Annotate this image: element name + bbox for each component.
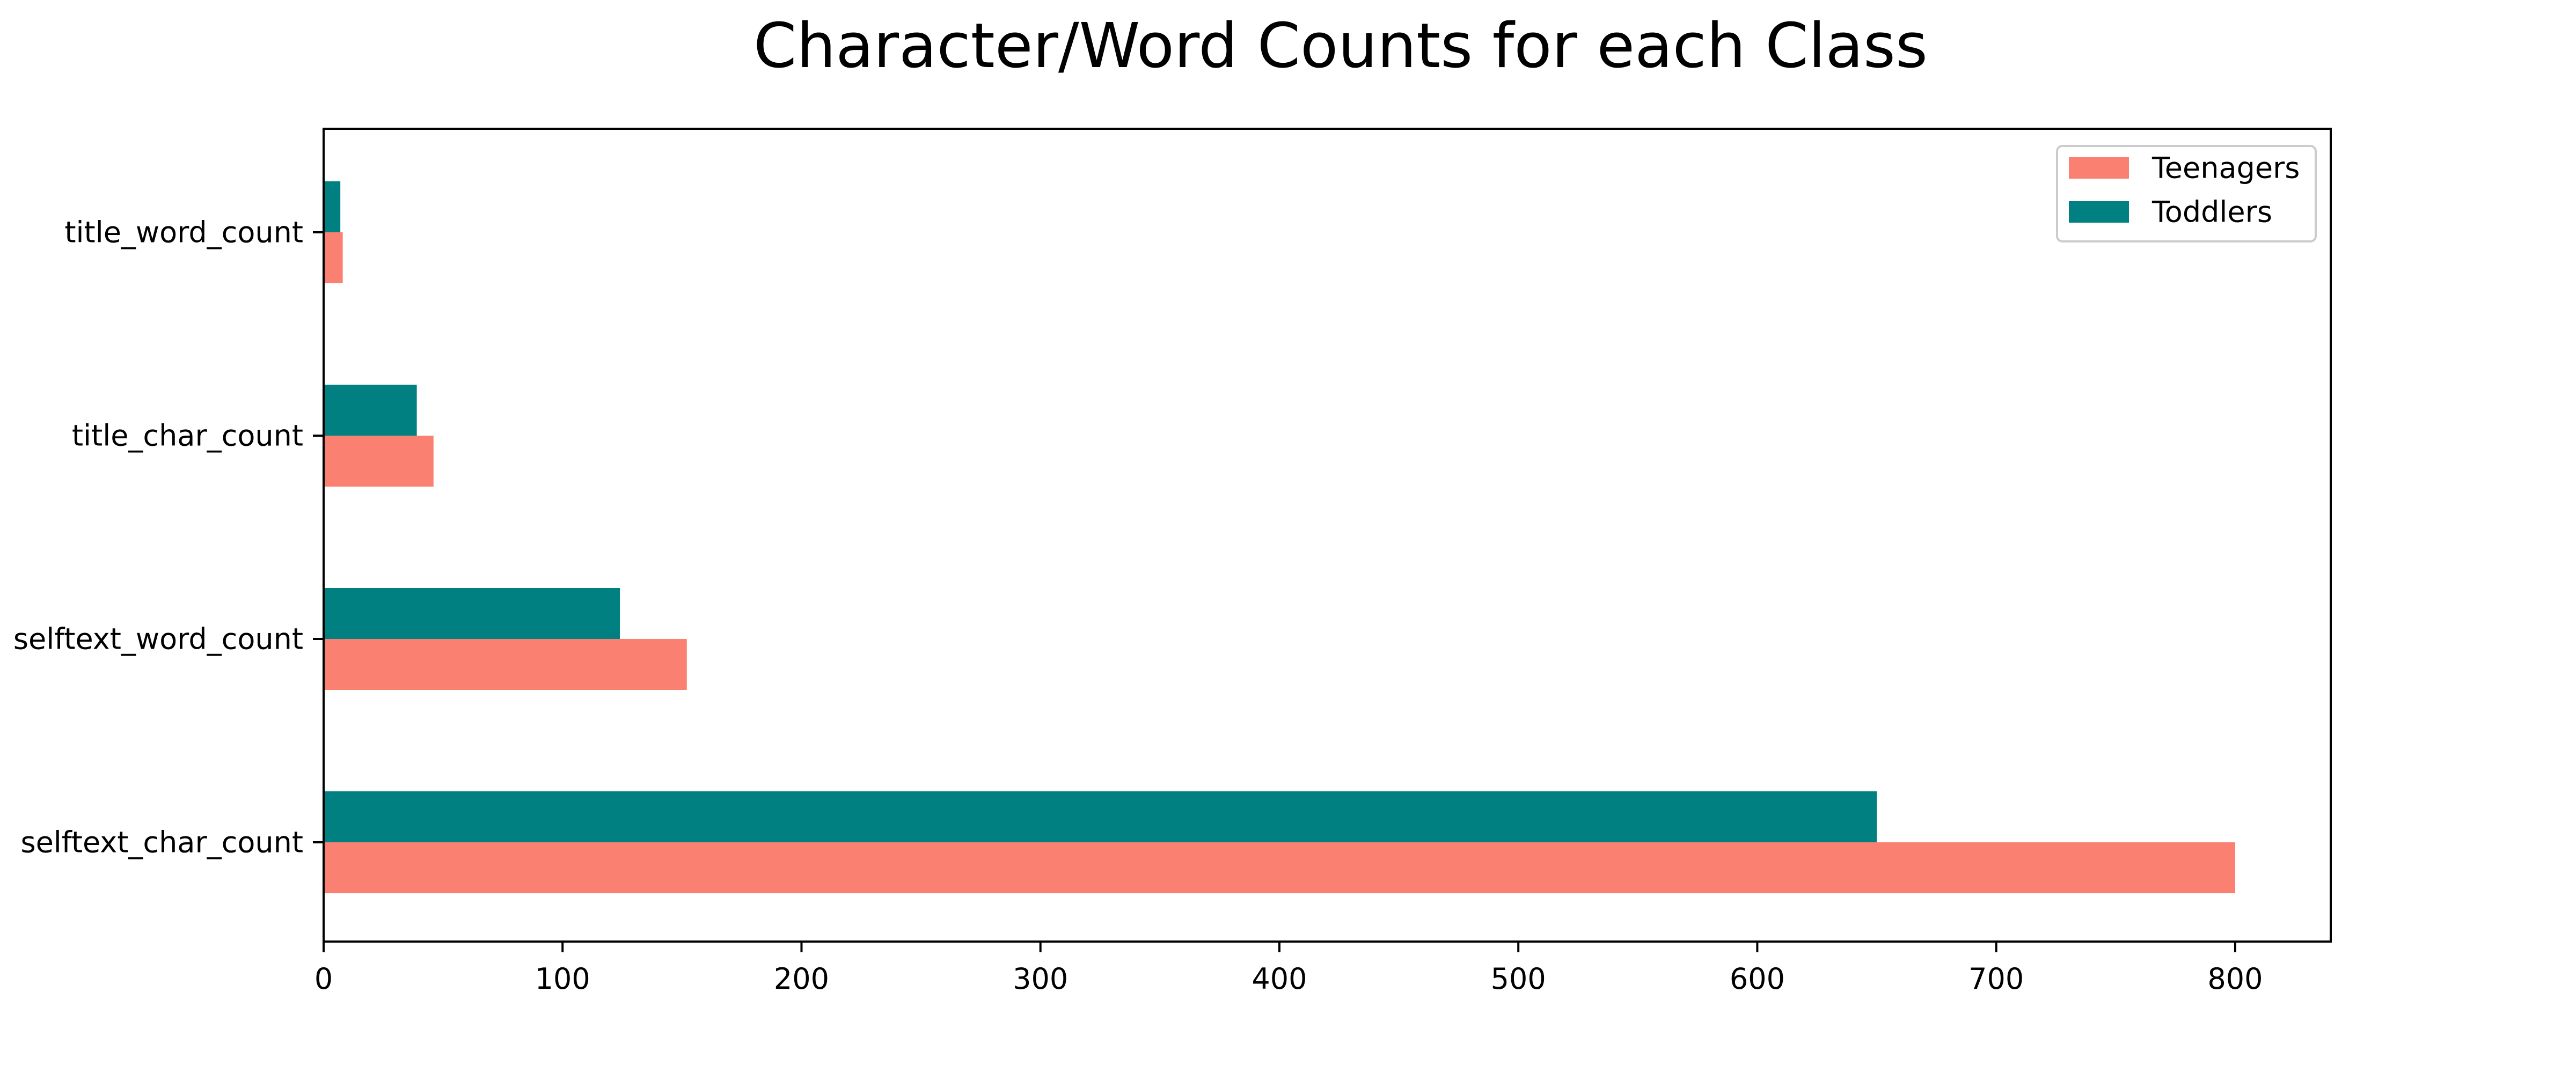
bar-teenagers-title_char_count (324, 436, 434, 487)
y-tick-label: title_char_count (72, 419, 303, 453)
x-tick-label: 200 (774, 962, 829, 996)
x-tick-label: 400 (1252, 962, 1307, 996)
x-tick-label: 500 (1491, 962, 1546, 996)
legend-label-toddlers: Toddlers (2151, 195, 2272, 229)
x-tick-label: 800 (2207, 962, 2263, 996)
chart-title: Character/Word Counts for each Class (753, 10, 1928, 82)
bars-group (324, 181, 2235, 893)
legend-swatch-toddlers (2069, 201, 2129, 223)
bar-teenagers-selftext_word_count (324, 639, 687, 690)
plot-area-frame (323, 128, 2332, 943)
bar-toddlers-selftext_char_count (324, 791, 1877, 842)
x-tick-label: 100 (535, 962, 590, 996)
x-tick-label: 0 (314, 962, 333, 996)
legend-label-teenagers: Teenagers (2151, 151, 2300, 185)
y-tick-label: selftext_word_count (13, 622, 303, 656)
y-axis: selftext_char_count selftext_word_count ti… (13, 216, 324, 859)
y-tick-label: title_word_count (64, 216, 303, 249)
bar-teenagers-title_word_count (324, 232, 343, 283)
x-axis: 0 100 200 300 400 500 600 700 800 (314, 942, 2263, 996)
x-tick-label: 600 (1730, 962, 1785, 996)
y-tick-label: selftext_char_count (20, 826, 303, 859)
bar-toddlers-title_char_count (324, 385, 417, 436)
legend: Teenagers Toddlers (2056, 145, 2317, 242)
x-tick-label: 700 (1968, 962, 2024, 996)
bar-teenagers-selftext_char_count (324, 842, 2235, 893)
legend-swatch-teenagers (2069, 157, 2129, 179)
x-tick-label: 300 (1013, 962, 1068, 996)
bar-toddlers-selftext_word_count (324, 588, 620, 639)
bar-toddlers-title_word_count (324, 181, 341, 232)
